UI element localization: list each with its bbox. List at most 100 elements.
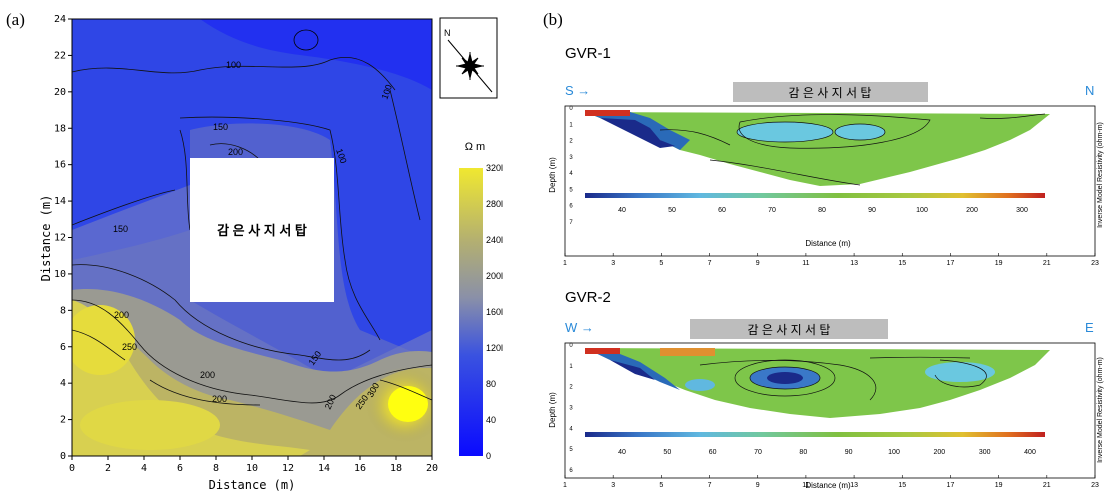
depth-tick-label: 1 xyxy=(569,122,573,128)
gvr2-depth-ticks: 0 1 2 3 4 5 6 xyxy=(569,343,573,474)
svg-text:100: 100 xyxy=(379,83,394,101)
distance-tick-label: 11 xyxy=(802,260,809,267)
distance-tick-label: 23 xyxy=(1091,260,1099,267)
distance-tick-label: 15 xyxy=(898,482,906,489)
x-tick-label: 16 xyxy=(354,463,366,474)
start-direction: S → xyxy=(565,83,590,98)
colorbar-tick-label: 60 xyxy=(709,449,717,456)
x-tick-label: 18 xyxy=(390,463,402,474)
section-title: GVR-2 xyxy=(565,289,611,306)
colorbar-tick-label: 40 xyxy=(618,207,626,214)
distance-tick-label: 11 xyxy=(802,482,809,489)
gvr1-colorbar xyxy=(585,193,1045,198)
tower-bar xyxy=(690,319,888,339)
depth-tick-label: 6 xyxy=(569,204,573,210)
colorbar-tick-label: 200 xyxy=(966,207,978,214)
gvr1-distance-label: Distance (m) xyxy=(805,239,851,248)
panel-a-y-label: Distance (m) xyxy=(39,195,53,282)
distance-tick-label: 1 xyxy=(563,260,567,267)
gvr1-colorbar-ticks: 40 50 60 70 80 90 100 200 300 xyxy=(618,207,1028,214)
distance-tick-label: 7 xyxy=(708,482,712,489)
colorbar-tick-label: 400 xyxy=(1024,449,1036,456)
x-tick-label: 0 xyxy=(69,463,75,474)
colorbar-tick-label: 60 xyxy=(718,207,726,214)
y-tick-label: 22 xyxy=(54,50,66,61)
y-tick-label: 6 xyxy=(60,342,66,353)
box-label: 감 은 사 지 서 탑 xyxy=(217,223,307,238)
x-tick-label: 6 xyxy=(177,463,183,474)
panel-a-chart: 100 100 150 200 100 150 200 250 200 200 … xyxy=(39,14,503,492)
y-tick-label: 12 xyxy=(54,233,66,244)
depth-tick-label: 0 xyxy=(569,343,573,349)
colorbar-tick-label: 80 xyxy=(486,379,496,389)
depth-tick-label: 2 xyxy=(569,385,573,391)
colorbar-tick-label: 40 xyxy=(486,415,496,425)
depth-tick-label: 7 xyxy=(569,220,573,226)
depth-tick-label: 4 xyxy=(569,426,573,432)
section-gvr-1: GVR-1 S → N 감 은 사 지 서 탑 40 50 60 70 80 90 100 2… xyxy=(548,45,1104,267)
x-tick-label: 12 xyxy=(282,463,294,474)
colorbar-tick-label: 70 xyxy=(754,449,762,456)
colorbar-tick-label: 240l xyxy=(486,235,503,245)
distance-tick-label: 3 xyxy=(611,482,615,489)
gvr1-depth-ticks: 0 1 2 3 4 5 6 7 xyxy=(569,106,573,226)
gvr1-right-label: Inverse Model Resistivity (ohm-m) xyxy=(1097,122,1104,228)
gvr2-colorbar xyxy=(585,432,1045,437)
distance-tick-label: 21 xyxy=(1043,260,1051,267)
colorbar-ticks: 0 40 80 120l 160l 200l 240l 280l 320l xyxy=(486,163,503,461)
depth-tick-label: 3 xyxy=(569,155,573,161)
y-tick-label: 0 xyxy=(60,451,66,462)
svg-text:200: 200 xyxy=(200,370,215,380)
gvr2-distance-ticks: 1 3 5 7 9 11 13 15 17 19 21 23 xyxy=(563,475,1099,489)
distance-tick-label: 1 xyxy=(563,482,567,489)
depth-tick-label: 0 xyxy=(569,106,573,112)
colorbar-tick-label: 100 xyxy=(888,449,900,456)
distance-tick-label: 5 xyxy=(659,482,663,489)
x-tick-label: 2 xyxy=(105,463,111,474)
colorbar-tick-label: 80 xyxy=(818,207,826,214)
excluded-region-box xyxy=(190,158,334,302)
gvr2-right-label: Inverse Model Resistivity (ohm-m) xyxy=(1097,357,1104,463)
y-tick-label: 20 xyxy=(54,87,66,98)
y-tick-label: 24 xyxy=(54,14,66,25)
gvr1-distance-ticks: 1 3 5 7 9 11 13 15 17 19 21 23 xyxy=(563,253,1099,267)
colorbar-tick-label: 200 xyxy=(933,449,945,456)
colorbar-tick-label: 300 xyxy=(1016,207,1028,214)
panel-a-label: (a) xyxy=(6,10,25,29)
depth-tick-label: 2 xyxy=(569,139,573,145)
x-tick-label: 20 xyxy=(426,463,438,474)
colorbar-tick-label: 80 xyxy=(799,449,807,456)
gvr1-depth-label: Depth (m) xyxy=(548,157,557,193)
end-direction: N xyxy=(1085,83,1094,98)
distance-tick-label: 19 xyxy=(995,482,1003,489)
depth-tick-label: 4 xyxy=(569,171,573,177)
colorbar-tick-label: 320l xyxy=(486,163,503,173)
end-direction: E xyxy=(1085,320,1094,335)
colorbar-tick-label: 50 xyxy=(663,449,671,456)
colorbar-title: Ω m xyxy=(465,141,485,153)
y-tick-label: 8 xyxy=(60,305,66,316)
y-tick-label: 4 xyxy=(60,378,66,389)
tower-bar-label: 감 은 사 지 서 탑 xyxy=(789,86,872,100)
colorbar-tick-label: 120l xyxy=(486,343,503,353)
distance-tick-label: 13 xyxy=(850,482,858,489)
distance-tick-label: 21 xyxy=(1043,482,1051,489)
depth-tick-label: 3 xyxy=(569,406,573,412)
panel-a-x-ticks: 0 2 4 6 8 10 12 14 16 18 20 xyxy=(69,456,438,474)
distance-tick-label: 17 xyxy=(947,260,955,267)
colorbar xyxy=(459,168,483,456)
svg-text:100: 100 xyxy=(334,147,349,165)
svg-text:100: 100 xyxy=(226,60,241,70)
colorbar-tick-label: 90 xyxy=(868,207,876,214)
panel-b-label: (b) xyxy=(543,10,563,29)
section-gvr-2: GVR-2 W → E 감 은 사 지 서 탑 40 50 60 70 80 90 100 2… xyxy=(548,289,1104,490)
depth-tick-label: 5 xyxy=(569,447,573,453)
y-tick-label: 10 xyxy=(54,269,66,280)
colorbar-tick-label: 90 xyxy=(845,449,853,456)
tower-bar xyxy=(733,82,928,102)
svg-text:200: 200 xyxy=(114,310,129,320)
colorbar-tick-label: 0 xyxy=(486,451,491,461)
distance-tick-label: 7 xyxy=(708,260,712,267)
colorbar-tick-label: 40 xyxy=(618,449,626,456)
